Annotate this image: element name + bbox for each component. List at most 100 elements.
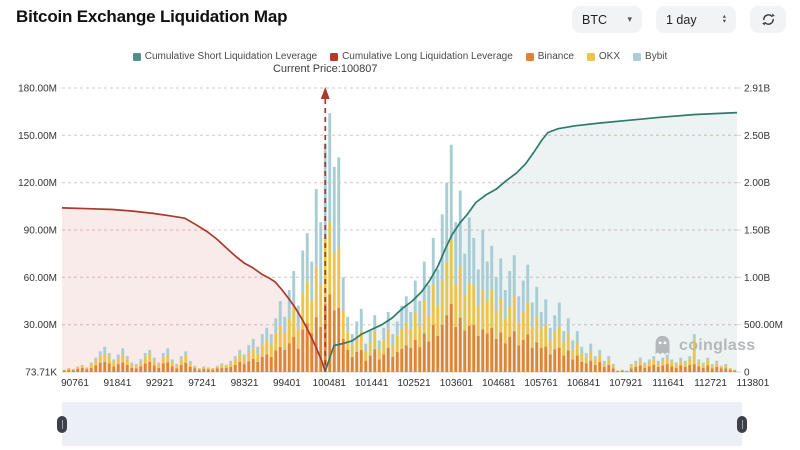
x-axis-label: 112721 (694, 378, 727, 389)
bar-binance (404, 345, 408, 372)
bar-bybit (436, 269, 440, 306)
bar-bybit (130, 362, 134, 365)
bar-okx (256, 353, 260, 362)
bar-bybit (553, 315, 557, 332)
bar-okx (715, 363, 719, 367)
bar-binance (341, 338, 345, 372)
legend-swatch (633, 52, 642, 61)
legend-item-2[interactable]: Binance (525, 51, 574, 62)
bar-binance (566, 350, 570, 372)
bar-okx (319, 285, 323, 328)
bar-bybit (508, 271, 512, 307)
y-axis-label-left: 73.71K (25, 368, 57, 379)
bar-binance (188, 366, 192, 372)
bar-okx (364, 351, 368, 361)
bar-binance (418, 347, 422, 372)
bar-bybit (215, 365, 219, 367)
bar-binance (481, 329, 485, 372)
bar-binance (305, 323, 309, 372)
bar-binance (256, 361, 260, 372)
bar-binance (148, 362, 152, 372)
y-axis-label-right: 1.50B (744, 226, 770, 237)
bar-bybit (535, 286, 539, 317)
bar-bybit (589, 343, 593, 352)
symbol-select[interactable]: BTC ▾ (572, 6, 642, 33)
bar-binance (130, 367, 134, 372)
bar-binance (607, 364, 611, 372)
legend-item-3[interactable]: OKX (586, 51, 620, 62)
bar-okx (580, 353, 584, 362)
brush-track[interactable] (57, 402, 747, 446)
bar-bybit (278, 301, 282, 326)
brush-handle-right[interactable] (737, 416, 747, 433)
bar-bybit (490, 245, 494, 290)
bar-okx (661, 360, 665, 366)
legend-item-1[interactable]: Cumulative Long Liquidation Leverage (330, 51, 513, 62)
bar-bybit (557, 302, 561, 327)
interval-select[interactable]: 1 day ▴ ▾ (656, 6, 736, 33)
bar-binance (427, 341, 431, 372)
bar-binance (85, 369, 89, 372)
bar-binance (679, 365, 683, 372)
bar-okx (332, 253, 336, 311)
bar-okx (211, 368, 215, 370)
bar-binance (602, 366, 606, 372)
bar-okx (431, 284, 435, 325)
refresh-button[interactable] (750, 6, 786, 33)
bar-binance (202, 368, 206, 372)
bar-binance (643, 367, 647, 372)
bar-bybit (629, 363, 633, 366)
bar-bybit (503, 289, 507, 319)
x-axis-label: 100481 (313, 378, 347, 389)
bar-bybit (121, 348, 125, 355)
bar-bybit (422, 261, 426, 301)
bar-binance (553, 349, 557, 372)
bar-binance (395, 351, 399, 372)
legend-item-4[interactable]: Bybit (633, 51, 667, 62)
bar-okx (386, 328, 390, 349)
bar-okx (179, 359, 183, 365)
bar-okx (481, 289, 485, 330)
bar-binance (278, 347, 282, 372)
bar-binance (688, 364, 692, 372)
bar-binance (161, 363, 165, 372)
bar-binance (121, 362, 125, 372)
bar-binance (611, 368, 615, 372)
bar-binance (184, 362, 188, 372)
bar-bybit (575, 330, 579, 343)
bar-bybit (544, 299, 548, 325)
bar-binance (373, 349, 377, 372)
bar-okx (103, 353, 107, 362)
bar-okx (305, 281, 309, 324)
bar-bybit (431, 237, 435, 285)
bar-okx (557, 326, 561, 348)
legend-label: Bybit (645, 51, 668, 62)
area-fills (62, 112, 737, 372)
bar-okx (125, 359, 129, 365)
bar-bybit (251, 338, 255, 349)
bar-okx (643, 364, 647, 368)
legend-item-0[interactable]: Cumulative Short Liquidation Leverage (132, 51, 317, 62)
bar-binance (391, 356, 395, 372)
bar-okx (463, 295, 467, 331)
bar-okx (157, 364, 161, 368)
bar-bybit (472, 237, 476, 285)
x-axis-label: 107921 (609, 378, 643, 389)
bar-okx (584, 356, 588, 364)
bar-bybit (166, 348, 170, 355)
bar-binance (125, 364, 129, 372)
bar-okx (67, 368, 71, 370)
y-axis-label-right: 500.00M (744, 320, 783, 331)
bar-bybit (584, 353, 588, 357)
bar-okx (80, 365, 84, 368)
brush-handle-left[interactable] (57, 416, 67, 433)
bar-binance (364, 360, 368, 372)
bar-binance (508, 336, 512, 372)
bar-binance (458, 317, 462, 372)
bar-okx (341, 310, 345, 339)
current-price-arrow-icon (320, 87, 330, 99)
bar-bybit (494, 277, 498, 311)
bar-bybit (692, 334, 696, 339)
bar-binance (238, 362, 242, 372)
